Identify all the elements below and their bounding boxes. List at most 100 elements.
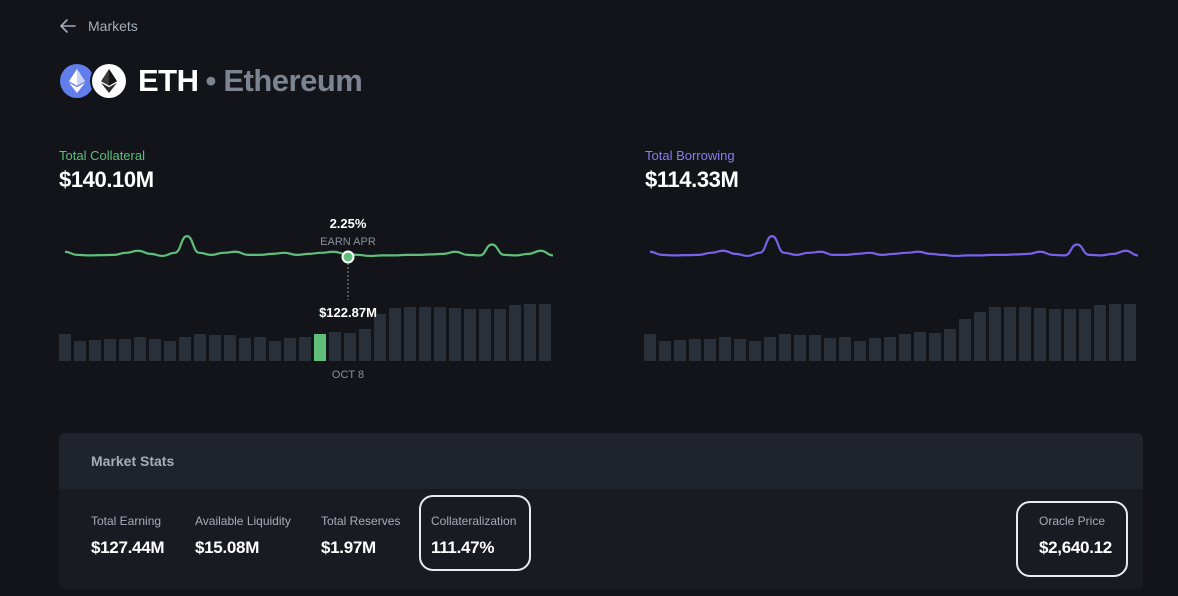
bar[interactable] <box>209 335 221 361</box>
bar[interactable] <box>479 309 491 361</box>
bar[interactable] <box>1079 309 1091 361</box>
collateral-chart[interactable]: 2.25% EARN APR $122.87M OCT 8 <box>55 200 560 385</box>
bar[interactable] <box>794 335 806 361</box>
arrow-left-icon <box>60 19 76 33</box>
bar[interactable] <box>929 333 941 361</box>
bar[interactable] <box>884 337 896 361</box>
bar[interactable] <box>329 332 341 361</box>
bar[interactable] <box>824 338 836 361</box>
bar[interactable] <box>539 304 551 361</box>
bar[interactable] <box>854 341 866 361</box>
stat-label: Oracle Price <box>1039 514 1106 528</box>
bar[interactable] <box>944 329 956 361</box>
stat-collateralization: Collateralization 111.47% <box>431 514 516 558</box>
back-link-label: Markets <box>88 18 138 34</box>
bar[interactable] <box>1034 308 1046 361</box>
bar[interactable] <box>119 339 131 361</box>
bar[interactable] <box>764 337 776 361</box>
stat-total-earning: Total Earning $127.44M <box>91 514 165 558</box>
bar-highlighted[interactable] <box>314 334 326 361</box>
bar[interactable] <box>359 329 371 361</box>
bar[interactable] <box>749 341 761 361</box>
bar[interactable] <box>1049 309 1061 361</box>
back-to-markets-link[interactable]: Markets <box>60 18 138 34</box>
bar[interactable] <box>839 337 851 361</box>
stat-oracle-price: Oracle Price $2,640.12 <box>1039 514 1112 558</box>
bar[interactable] <box>914 332 926 361</box>
bar[interactable] <box>224 335 236 361</box>
bar[interactable] <box>644 334 656 361</box>
stat-value: $2,640.12 <box>1039 538 1112 557</box>
total-borrowing-label: Total Borrowing <box>645 148 735 163</box>
bar[interactable] <box>1019 307 1031 361</box>
bar[interactable] <box>689 339 701 361</box>
bar[interactable] <box>779 334 791 361</box>
asset-symbol: ETH <box>138 63 199 98</box>
bar[interactable] <box>464 309 476 361</box>
bar[interactable] <box>194 334 206 361</box>
bar[interactable] <box>149 339 161 361</box>
bar[interactable] <box>89 340 101 361</box>
bar[interactable] <box>164 341 176 361</box>
page-title: ETH • Ethereum <box>60 62 363 100</box>
bar[interactable] <box>809 335 821 361</box>
bar[interactable] <box>74 341 86 361</box>
ethereum-blue-icon <box>60 64 94 98</box>
bar[interactable] <box>1109 304 1121 361</box>
stat-value: 111.47% <box>431 538 495 557</box>
bar[interactable] <box>1094 305 1106 361</box>
bar[interactable] <box>239 338 251 361</box>
series-line <box>64 235 554 258</box>
bar[interactable] <box>1004 307 1016 361</box>
stat-label: Available Liquidity <box>195 514 291 528</box>
bar[interactable] <box>494 309 506 361</box>
bar[interactable] <box>1124 304 1136 361</box>
bar[interactable] <box>899 334 911 361</box>
tooltip-date: OCT 8 <box>332 369 364 381</box>
bar[interactable] <box>254 337 266 361</box>
market-stats-body: Total Earning $127.44M Available Liquidi… <box>59 489 1143 589</box>
stat-label: Total Earning <box>91 514 162 528</box>
bar[interactable] <box>719 337 731 361</box>
market-stats-title: Market Stats <box>59 433 1143 489</box>
collateralization-highlight <box>419 495 531 571</box>
bar[interactable] <box>374 314 386 361</box>
bar[interactable] <box>419 307 431 361</box>
bar[interactable] <box>509 305 521 361</box>
bar[interactable] <box>389 308 401 361</box>
stat-available-liquidity: Available Liquidity $15.08M <box>195 514 291 558</box>
bar[interactable] <box>404 307 416 361</box>
total-borrowing-value: $114.33M <box>645 167 739 192</box>
bar[interactable] <box>959 319 971 361</box>
bar[interactable] <box>734 339 746 361</box>
bar[interactable] <box>989 307 1001 361</box>
earn-apr-value: 2.25% <box>330 216 367 231</box>
bar[interactable] <box>449 308 461 361</box>
bar[interactable] <box>344 333 356 361</box>
bar[interactable] <box>704 339 716 361</box>
title-separator: • <box>205 63 217 98</box>
market-stats-panel: Market Stats Total Earning $127.44M Avai… <box>59 433 1143 589</box>
borrowing-chart[interactable] <box>640 200 1145 385</box>
bar[interactable] <box>59 334 71 361</box>
bar[interactable] <box>299 337 311 361</box>
bar[interactable] <box>974 312 986 361</box>
bar[interactable] <box>269 341 281 361</box>
stat-value: $15.08M <box>195 538 260 557</box>
stat-total-reserves: Total Reserves $1.97M <box>321 514 400 558</box>
line-marker-dot <box>341 250 355 264</box>
bar[interactable] <box>674 340 686 361</box>
bar[interactable] <box>524 304 536 361</box>
earn-apr-label: EARN APR <box>320 236 376 248</box>
bar[interactable] <box>659 341 671 361</box>
asset-icons <box>60 62 130 100</box>
stat-value: $127.44M <box>91 538 165 557</box>
bar[interactable] <box>179 337 191 361</box>
bar[interactable] <box>104 339 116 361</box>
bar[interactable] <box>134 337 146 361</box>
bar[interactable] <box>1064 309 1076 361</box>
bar[interactable] <box>869 338 881 361</box>
bar[interactable] <box>434 307 446 361</box>
bar[interactable] <box>284 338 296 361</box>
total-collateral-label: Total Collateral <box>59 148 145 163</box>
